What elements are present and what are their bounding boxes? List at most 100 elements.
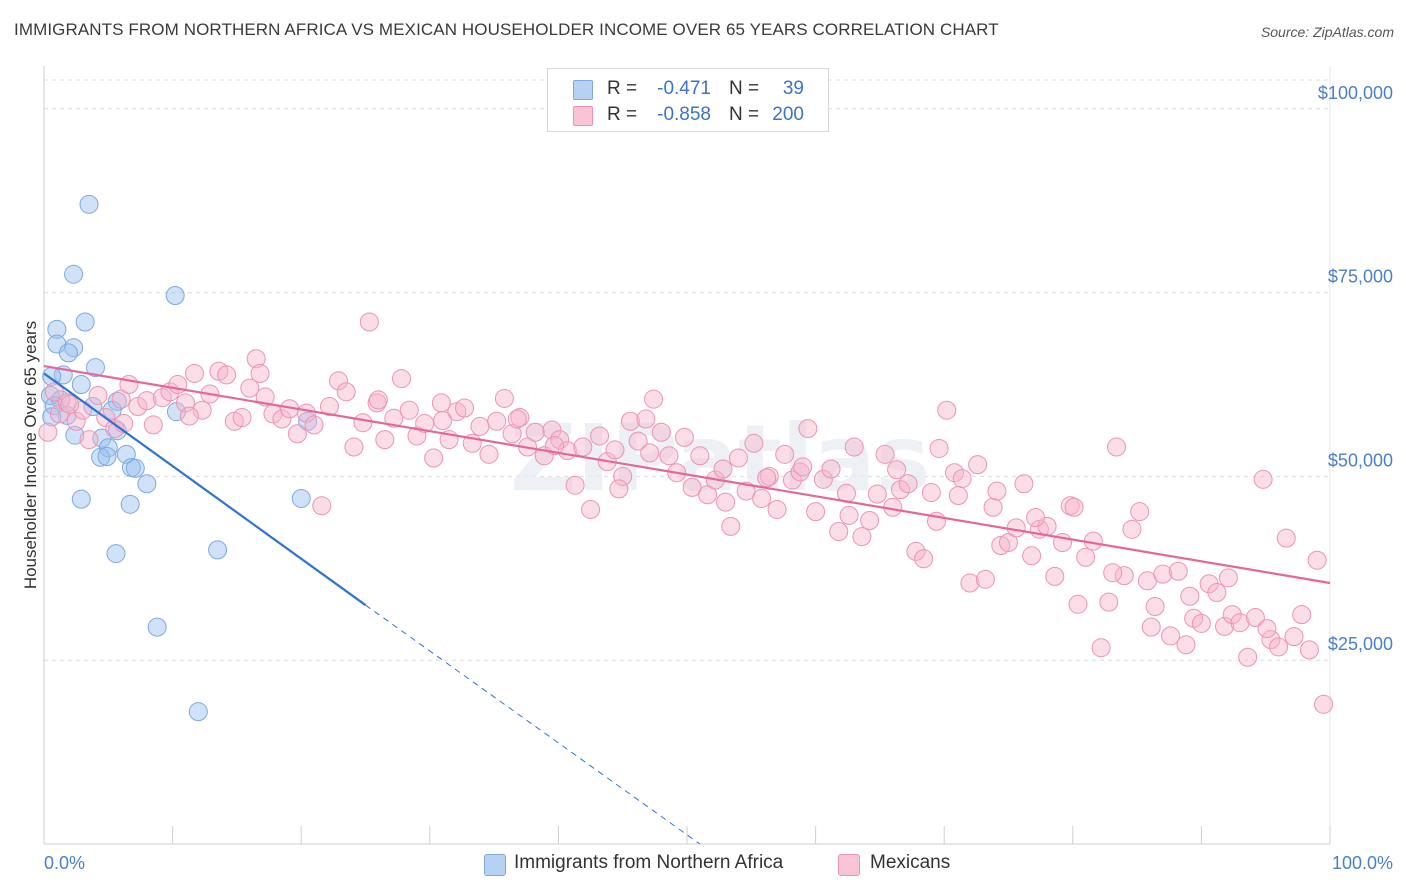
trend-line-northern-africa-extension: [365, 604, 701, 845]
point-mexicans: [49, 404, 69, 424]
point-mexicans: [1276, 528, 1296, 548]
point-mexicans: [674, 427, 694, 447]
point-mexicans: [455, 398, 475, 418]
point-mexicans: [757, 468, 777, 488]
point-mexicans: [38, 422, 58, 442]
point-mexicans: [716, 492, 736, 512]
point-mexicans: [88, 386, 108, 406]
point-northern-africa: [147, 617, 167, 637]
tick-labels-layer: $25,000 $50,000 $75,000 $100,000 0.0% 100.0%: [44, 83, 1393, 873]
point-northern-africa: [75, 312, 95, 332]
point-northern-africa: [79, 194, 99, 214]
y-tick-label: $50,000: [1328, 450, 1393, 470]
point-mexicans: [867, 484, 887, 504]
point-northern-africa: [71, 489, 91, 509]
point-mexicans: [613, 466, 633, 486]
point-mexicans: [1176, 635, 1196, 655]
point-mexicans: [1122, 519, 1142, 539]
point-mexicans: [255, 387, 275, 407]
point-mexicans: [736, 481, 756, 501]
trend-line-northern-africa: [43, 372, 367, 606]
point-mexicans: [433, 411, 453, 431]
point-mexicans: [152, 388, 172, 408]
n-label: N =: [729, 78, 760, 99]
point-mexicans: [852, 527, 872, 547]
point-mexicans: [573, 437, 593, 457]
point-mexicans: [713, 459, 733, 479]
point-mexicans: [66, 411, 86, 431]
point-mexicans: [975, 569, 995, 589]
point-mexicans: [111, 389, 131, 409]
x-tick-label: 0.0%: [44, 853, 85, 873]
stats-legend: R = -0.471 N = 39 R = -0.858 N = 200: [547, 68, 829, 132]
n-value: 200: [772, 104, 804, 125]
point-mexicans: [968, 455, 988, 475]
r-label: R =: [607, 78, 638, 99]
point-mexicans: [944, 463, 964, 483]
r-value: -0.858: [657, 104, 711, 125]
legend-swatch-blue: [484, 854, 506, 876]
point-mexicans: [192, 400, 212, 420]
point-mexicans: [1207, 583, 1227, 603]
point-mexicans: [628, 431, 648, 451]
point-mexicans: [875, 444, 895, 464]
y-tick-label: $25,000: [1328, 634, 1393, 654]
point-northern-africa: [64, 264, 84, 284]
point-mexicans: [620, 411, 640, 431]
legend-label: Mexicans: [870, 852, 951, 873]
point-mexicans: [839, 505, 859, 525]
point-mexicans: [744, 433, 764, 453]
point-northern-africa: [71, 374, 91, 394]
point-mexicans: [937, 400, 957, 420]
point-northern-africa: [188, 702, 208, 722]
point-mexicans: [287, 424, 307, 444]
point-mexicans: [636, 409, 656, 429]
point-mexicans: [898, 474, 918, 494]
point-mexicans: [890, 480, 910, 500]
point-northern-africa: [120, 494, 140, 514]
point-mexicans: [644, 389, 664, 409]
point-mexicans: [767, 499, 787, 519]
point-mexicans: [217, 365, 237, 385]
point-mexicans: [929, 438, 949, 458]
y-tick-label: $75,000: [1328, 267, 1393, 287]
point-mexicans: [1299, 640, 1319, 660]
point-mexicans: [1141, 617, 1161, 637]
point-mexicans: [948, 485, 968, 505]
point-mexicans: [1045, 566, 1065, 586]
point-northern-africa: [165, 286, 185, 306]
point-mexicans: [487, 411, 507, 431]
point-mexicans: [605, 440, 625, 460]
point-northern-africa: [208, 540, 228, 560]
legend-label: Immigrants from Northern Africa: [514, 852, 784, 873]
point-mexicans: [640, 443, 660, 463]
point-mexicans: [790, 462, 810, 482]
point-mexicans: [698, 485, 718, 505]
point-mexicans: [1064, 497, 1084, 517]
point-northern-africa: [125, 458, 145, 478]
point-mexicans: [250, 363, 270, 383]
point-mexicans: [507, 409, 527, 429]
point-mexicans: [1180, 586, 1200, 606]
r-value: -0.471: [657, 78, 711, 99]
point-mexicans: [1022, 546, 1042, 566]
point-northern-africa: [106, 544, 126, 564]
grid-layer: [44, 79, 1330, 661]
point-mexicans: [424, 448, 444, 468]
point-mexicans: [651, 422, 671, 442]
point-mexicans: [782, 470, 802, 490]
point-mexicans: [1153, 564, 1173, 584]
point-mexicans: [952, 469, 972, 489]
point-mexicans: [344, 437, 364, 457]
point-mexicans: [137, 391, 157, 411]
point-mexicans: [1191, 613, 1211, 633]
point-mexicans: [991, 535, 1011, 555]
point-mexicans: [752, 488, 772, 508]
point-mexicans: [921, 483, 941, 503]
point-mexicans: [525, 422, 545, 442]
legend-row-northern-africa: R = -0.471 N = 39: [548, 76, 828, 102]
point-mexicans: [682, 477, 702, 497]
point-mexicans: [721, 516, 741, 536]
point-mexicans: [1245, 608, 1265, 628]
